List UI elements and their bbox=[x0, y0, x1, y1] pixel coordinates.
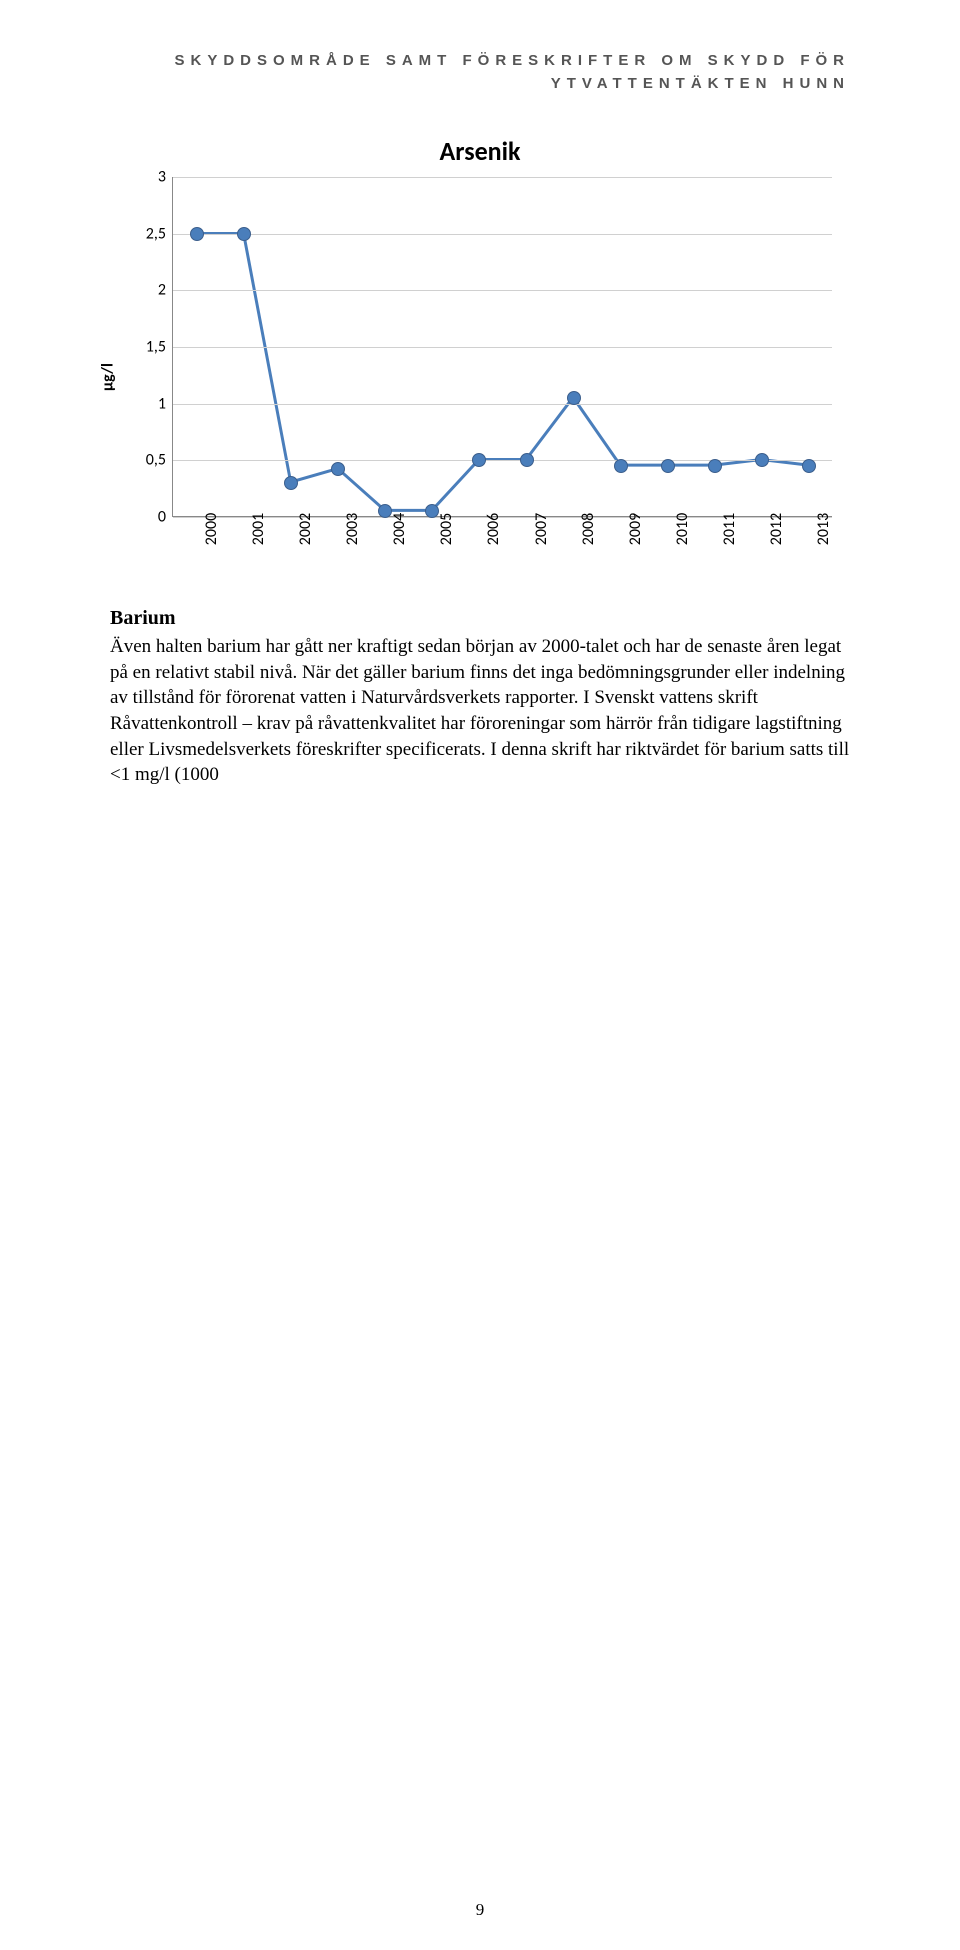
page-number: 9 bbox=[0, 1900, 960, 1920]
header-line2: YTVATTENTÄKTEN HUNN bbox=[110, 73, 850, 96]
gridline bbox=[173, 177, 832, 178]
gridline bbox=[173, 404, 832, 405]
data-marker bbox=[331, 462, 345, 476]
chart-ylabel: µg/l bbox=[98, 363, 117, 391]
xticks-container: 2000200120022003200420052006200720082009… bbox=[172, 525, 832, 585]
section-body: Även halten barium har gått ner kraftigt… bbox=[110, 634, 850, 788]
data-marker bbox=[237, 227, 251, 241]
gridline bbox=[173, 290, 832, 291]
xtick-label: 2013 bbox=[814, 513, 833, 545]
header-line1: SKYDDSOMRÅDE SAMT FÖRESKRIFTER OM SKYDD … bbox=[110, 50, 850, 73]
data-marker bbox=[802, 459, 816, 473]
xtick-label: 2002 bbox=[296, 513, 315, 545]
ytick-label: 2,5 bbox=[146, 224, 166, 243]
doc-header: SKYDDSOMRÅDE SAMT FÖRESKRIFTER OM SKYDD … bbox=[110, 50, 850, 95]
xtick-label: 2001 bbox=[249, 513, 268, 545]
ytick-label: 2 bbox=[158, 281, 166, 300]
xtick-label: 2008 bbox=[579, 513, 598, 545]
section-heading: Barium bbox=[110, 607, 850, 630]
data-marker bbox=[614, 459, 628, 473]
xtick-label: 2012 bbox=[767, 513, 786, 545]
data-marker bbox=[708, 459, 722, 473]
xtick-label: 2005 bbox=[437, 513, 456, 545]
xtick-label: 2010 bbox=[673, 513, 692, 545]
gridline bbox=[173, 347, 832, 348]
plot-area bbox=[172, 177, 832, 517]
xtick-label: 2009 bbox=[626, 513, 645, 545]
data-marker bbox=[567, 391, 581, 405]
data-marker bbox=[661, 459, 675, 473]
data-marker bbox=[755, 453, 769, 467]
data-marker bbox=[190, 227, 204, 241]
yticks-container: 00,511,522,53 bbox=[130, 177, 170, 517]
xtick-label: 2006 bbox=[484, 513, 503, 545]
ytick-label: 3 bbox=[158, 168, 166, 187]
xtick-label: 2000 bbox=[202, 513, 221, 545]
data-marker bbox=[520, 453, 534, 467]
chart-title: Arsenik bbox=[110, 135, 850, 167]
ytick-label: 0,5 bbox=[146, 451, 166, 470]
gridline bbox=[173, 234, 832, 235]
xtick-label: 2003 bbox=[343, 513, 362, 545]
data-marker bbox=[472, 453, 486, 467]
ytick-label: 1 bbox=[158, 394, 166, 413]
xtick-label: 2007 bbox=[532, 513, 551, 545]
ytick-label: 0 bbox=[158, 508, 166, 527]
data-marker bbox=[284, 476, 298, 490]
gridline bbox=[173, 460, 832, 461]
xtick-label: 2004 bbox=[390, 513, 409, 545]
arsenik-chart: µg/l 00,511,522,53 200020012002200320042… bbox=[110, 177, 850, 577]
xtick-label: 2011 bbox=[720, 513, 739, 545]
ytick-label: 1,5 bbox=[146, 338, 166, 357]
